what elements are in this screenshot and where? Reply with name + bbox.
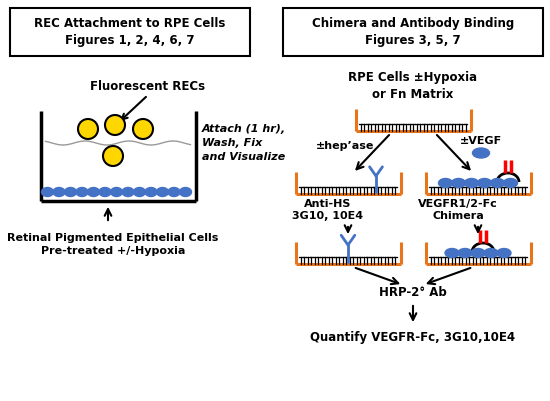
Ellipse shape xyxy=(87,188,100,196)
Ellipse shape xyxy=(503,178,518,188)
Ellipse shape xyxy=(157,188,168,196)
Ellipse shape xyxy=(111,188,123,196)
Ellipse shape xyxy=(64,188,76,196)
Ellipse shape xyxy=(458,249,472,257)
Ellipse shape xyxy=(472,148,490,158)
Text: Chimera and Antibody Binding
Figures 3, 5, 7: Chimera and Antibody Binding Figures 3, … xyxy=(312,17,514,47)
Ellipse shape xyxy=(145,188,157,196)
Text: VEGFR1/2-Fc
Chimera: VEGFR1/2-Fc Chimera xyxy=(418,199,498,221)
Circle shape xyxy=(133,119,153,139)
Text: ±hep’ase: ±hep’ase xyxy=(316,141,374,151)
Ellipse shape xyxy=(76,188,88,196)
Ellipse shape xyxy=(122,188,134,196)
Ellipse shape xyxy=(497,249,511,257)
Ellipse shape xyxy=(134,188,146,196)
Text: HRP-2° Ab: HRP-2° Ab xyxy=(379,286,447,300)
Text: Quantify VEGFR-Fc, 3G10,10E4: Quantify VEGFR-Fc, 3G10,10E4 xyxy=(310,331,515,344)
Circle shape xyxy=(105,115,125,135)
Ellipse shape xyxy=(452,178,465,188)
Bar xyxy=(10,8,250,56)
Text: RPE Cells ±Hypoxia
or Fn Matrix: RPE Cells ±Hypoxia or Fn Matrix xyxy=(349,71,477,101)
Ellipse shape xyxy=(53,188,65,196)
Text: Retinal Pigmented Epithelial Cells
Pre-treated +/-Hypoxia: Retinal Pigmented Epithelial Cells Pre-t… xyxy=(7,233,219,256)
Ellipse shape xyxy=(179,188,191,196)
Ellipse shape xyxy=(41,188,53,196)
Text: Fluorescent RECs: Fluorescent RECs xyxy=(90,80,206,93)
Text: Anti-HS
3G10, 10E4: Anti-HS 3G10, 10E4 xyxy=(293,199,364,221)
Text: REC Attachment to RPE Cells
Figures 1, 2, 4, 6, 7: REC Attachment to RPE Cells Figures 1, 2… xyxy=(34,17,225,47)
Text: ±VEGF: ±VEGF xyxy=(460,136,502,146)
Ellipse shape xyxy=(477,178,492,188)
Ellipse shape xyxy=(465,178,478,188)
Bar xyxy=(283,8,543,56)
Ellipse shape xyxy=(168,188,180,196)
Ellipse shape xyxy=(99,188,111,196)
Circle shape xyxy=(103,146,123,166)
Circle shape xyxy=(78,119,98,139)
Ellipse shape xyxy=(438,178,453,188)
Ellipse shape xyxy=(491,178,504,188)
Text: Attach (1 hr),
Wash, Fix
and Visualize: Attach (1 hr), Wash, Fix and Visualize xyxy=(202,124,286,162)
Ellipse shape xyxy=(484,249,498,257)
Ellipse shape xyxy=(471,249,485,257)
Ellipse shape xyxy=(445,249,459,257)
